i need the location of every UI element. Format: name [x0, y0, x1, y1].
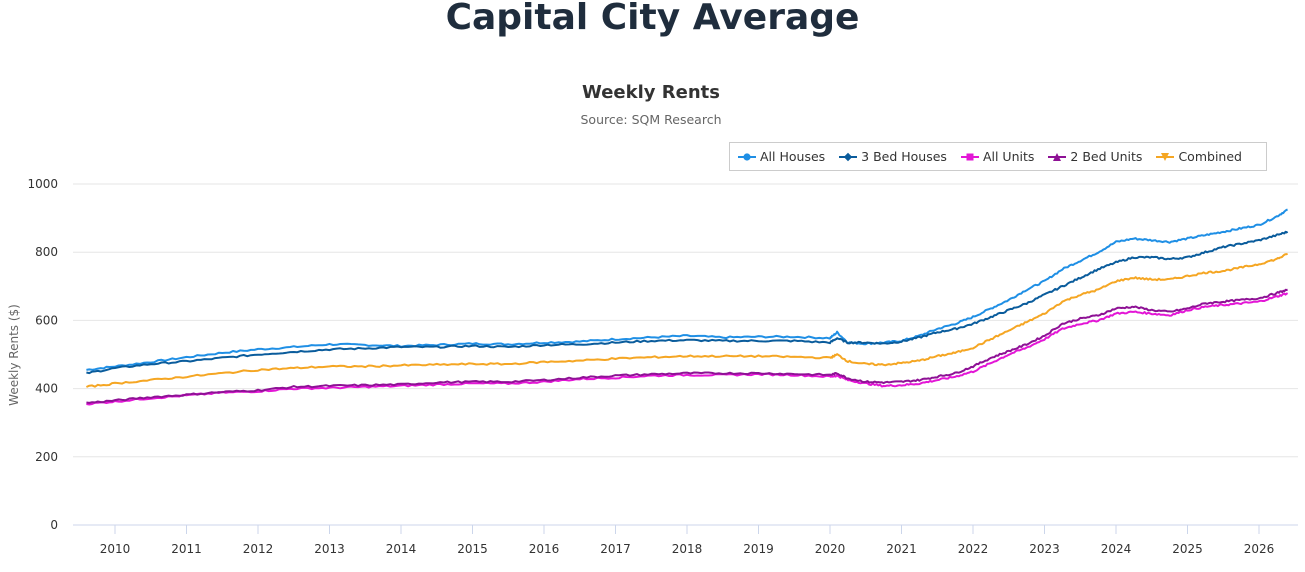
legend: All Houses 3 Bed Houses All Units 2 Bed Uni…	[729, 142, 1267, 171]
legend-marker-icon	[960, 151, 979, 163]
legend-item-all-units[interactable]: All Units	[960, 149, 1035, 164]
y-tick-label: 1000	[27, 177, 58, 191]
legend-label: Combined	[1178, 149, 1242, 164]
page-title: Capital City Average	[445, 0, 860, 38]
y-tick-label: 200	[35, 450, 58, 464]
series-lines	[85, 208, 1289, 406]
legend-label: 3 Bed Houses	[861, 149, 947, 164]
x-tick-label: 2017	[600, 542, 631, 556]
legend-marker-icon	[839, 151, 858, 163]
x-axis-ticks: 2010 2011 2012 2013 2014 2015 2016 2017 2018 2019…	[100, 525, 1275, 556]
y-tick-label: 400	[35, 382, 58, 396]
legend-item-2-bed-units[interactable]: 2 Bed Units	[1048, 149, 1142, 164]
series-line-combined[interactable]	[85, 252, 1288, 388]
legend-item-combined[interactable]: Combined	[1156, 149, 1242, 164]
x-tick-label: 2019	[743, 542, 774, 556]
x-tick-label: 2018	[672, 542, 703, 556]
legend-label: All Units	[982, 149, 1035, 164]
x-tick-label: 2026	[1244, 542, 1275, 556]
x-tick-label: 2022	[958, 542, 989, 556]
series-line-all-units[interactable]	[86, 292, 1289, 406]
x-tick-label: 2011	[171, 542, 202, 556]
series-line-3-bed-houses[interactable]	[86, 230, 1289, 375]
x-tick-label: 2023	[1029, 542, 1060, 556]
legend-item-3-bed-houses[interactable]: 3 Bed Houses	[839, 149, 947, 164]
x-tick-label: 2010	[100, 542, 131, 556]
legend-item-all-houses[interactable]: All Houses	[738, 149, 825, 164]
x-tick-label: 2024	[1101, 542, 1132, 556]
legend-marker-icon	[1156, 151, 1175, 163]
legend-marker-icon	[738, 151, 756, 163]
x-tick-label: 2015	[457, 542, 488, 556]
x-tick-label: 2013	[314, 542, 345, 556]
y-tick-label: 0	[50, 518, 58, 532]
series-line-all-houses[interactable]	[86, 208, 1288, 371]
x-tick-label: 2020	[815, 542, 846, 556]
legend-label: 2 Bed Units	[1070, 149, 1143, 164]
x-tick-label: 2016	[529, 542, 560, 556]
x-tick-label: 2021	[886, 542, 917, 556]
chart-subtitle: Source: SQM Research	[581, 112, 722, 127]
legend-marker-icon	[1048, 151, 1067, 163]
x-tick-label: 2012	[243, 542, 274, 556]
x-tick-label: 2014	[386, 542, 417, 556]
y-tick-label: 600	[35, 313, 58, 327]
y-axis-label: Weekly Rents ($)	[7, 304, 21, 406]
x-tick-label: 2025	[1172, 542, 1203, 556]
series-line-2-bed-units[interactable]	[86, 288, 1288, 404]
chart-title: Weekly Rents	[582, 82, 720, 103]
y-tick-label: 800	[35, 245, 58, 259]
legend-label: All Houses	[760, 149, 826, 164]
y-axis-ticks: 0 200 400 600 800 1000	[27, 177, 58, 532]
